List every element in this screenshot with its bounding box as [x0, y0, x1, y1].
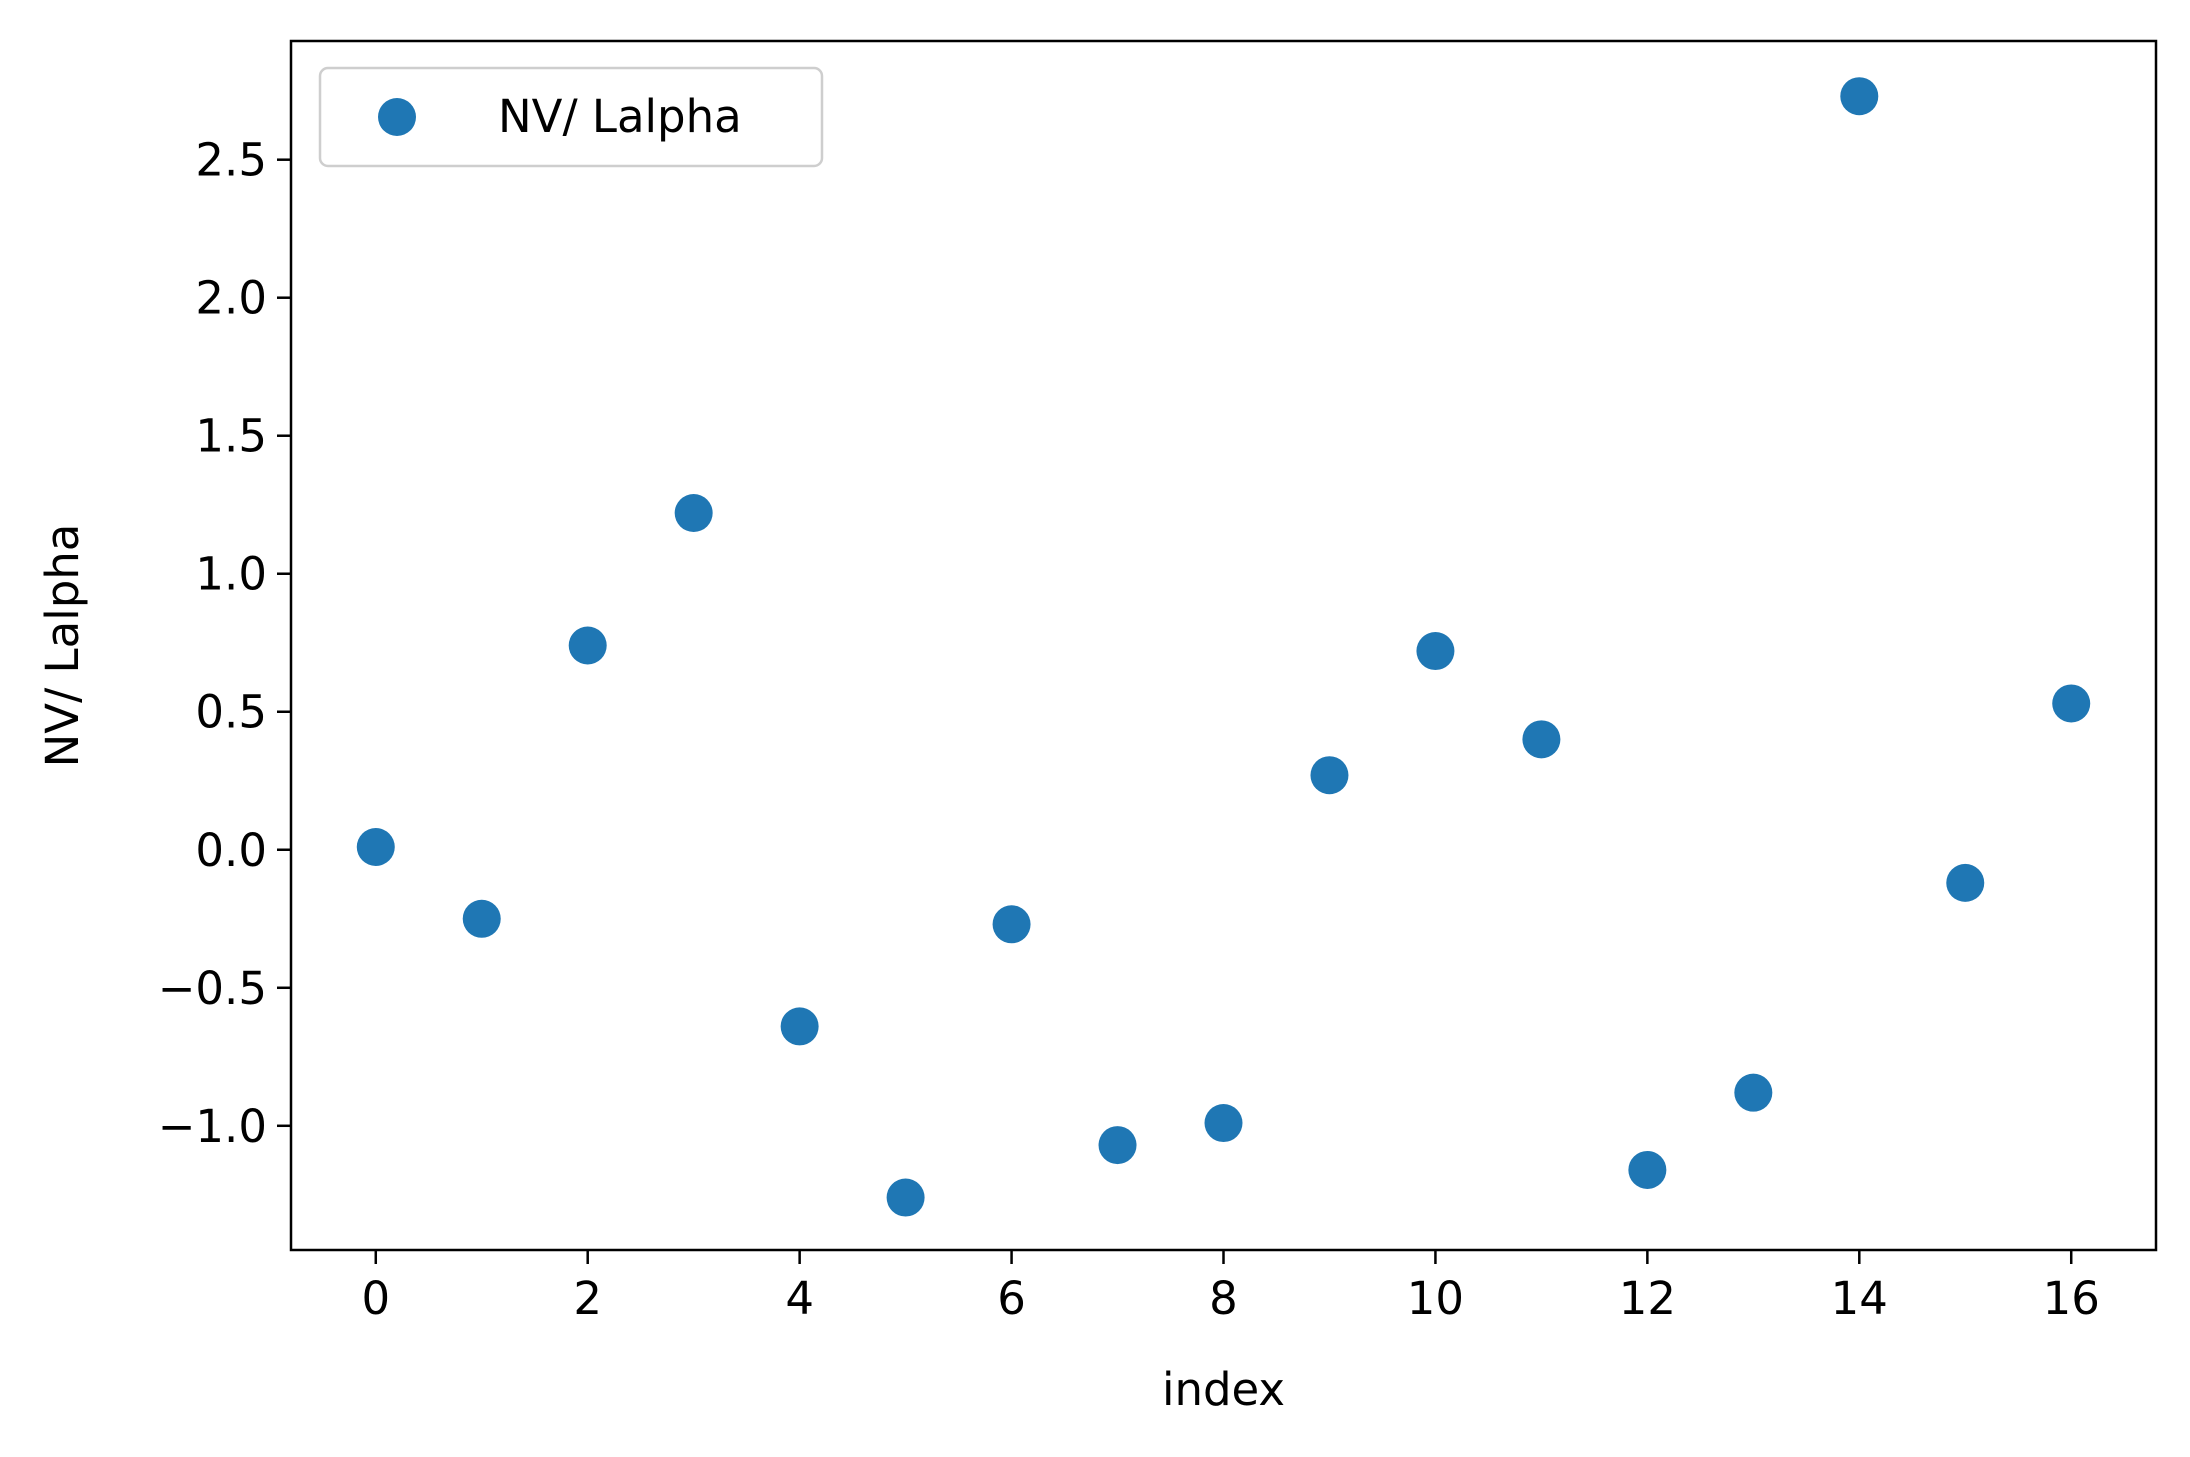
- y-tick-label: 0.5: [195, 686, 267, 739]
- legend-label: NV/ Lalpha: [498, 90, 742, 143]
- legend-box: [318, 66, 824, 168]
- plot-marks: [356, 77, 2091, 1217]
- x-tick-label: 8: [1209, 1272, 1238, 1325]
- x-axis-label: index: [1162, 1363, 1285, 1416]
- axis-ticks: 0 2 4 6 8 10 12 14 16 −1.0 −0.5 0.0 0.5 1.0 1.5 2.0 2.5: [158, 134, 2100, 1325]
- y-tick-label: −1.0: [158, 1100, 267, 1153]
- x-tick-label: 6: [997, 1272, 1026, 1325]
- data-point: [1522, 720, 1561, 759]
- y-tick-label: 2.5: [195, 134, 267, 187]
- x-tick-label: 0: [361, 1272, 390, 1325]
- x-tick-label: 10: [1407, 1272, 1464, 1325]
- data-point: [2052, 684, 2091, 723]
- data-point: [462, 899, 501, 938]
- data-point: [356, 828, 395, 866]
- data-point: [1840, 77, 1879, 116]
- y-axis-label: NV/ Lalpha: [36, 524, 89, 768]
- y-tick-label: −0.5: [158, 962, 267, 1015]
- x-tick-label: 16: [2043, 1272, 2100, 1325]
- data-point: [1204, 1104, 1243, 1143]
- legend-marker: [378, 98, 416, 136]
- data-point: [1734, 1073, 1773, 1112]
- data-point: [674, 494, 713, 533]
- legend: NV/ Lalpha: [318, 66, 824, 168]
- y-tick-label: 2.0: [195, 272, 267, 325]
- plot-area-frame: [289, 39, 2158, 1252]
- data-point: [568, 626, 607, 665]
- data-point: [1098, 1126, 1137, 1165]
- y-tick-label: 0.0: [195, 824, 267, 877]
- data-point: [886, 1178, 925, 1217]
- x-tick-label: 12: [1619, 1272, 1676, 1325]
- data-point: [780, 1007, 819, 1046]
- data-point: [992, 905, 1031, 944]
- x-tick-label: 4: [785, 1272, 814, 1325]
- x-tick-label: 14: [1831, 1272, 1888, 1325]
- data-point: [1416, 632, 1455, 671]
- y-tick-label: 1.0: [195, 548, 267, 601]
- data-point: [1946, 863, 1985, 902]
- data-point: [1628, 1150, 1667, 1189]
- x-tick-label: 2: [573, 1272, 602, 1325]
- data-point: [1310, 756, 1349, 795]
- y-tick-label: 1.5: [195, 410, 267, 463]
